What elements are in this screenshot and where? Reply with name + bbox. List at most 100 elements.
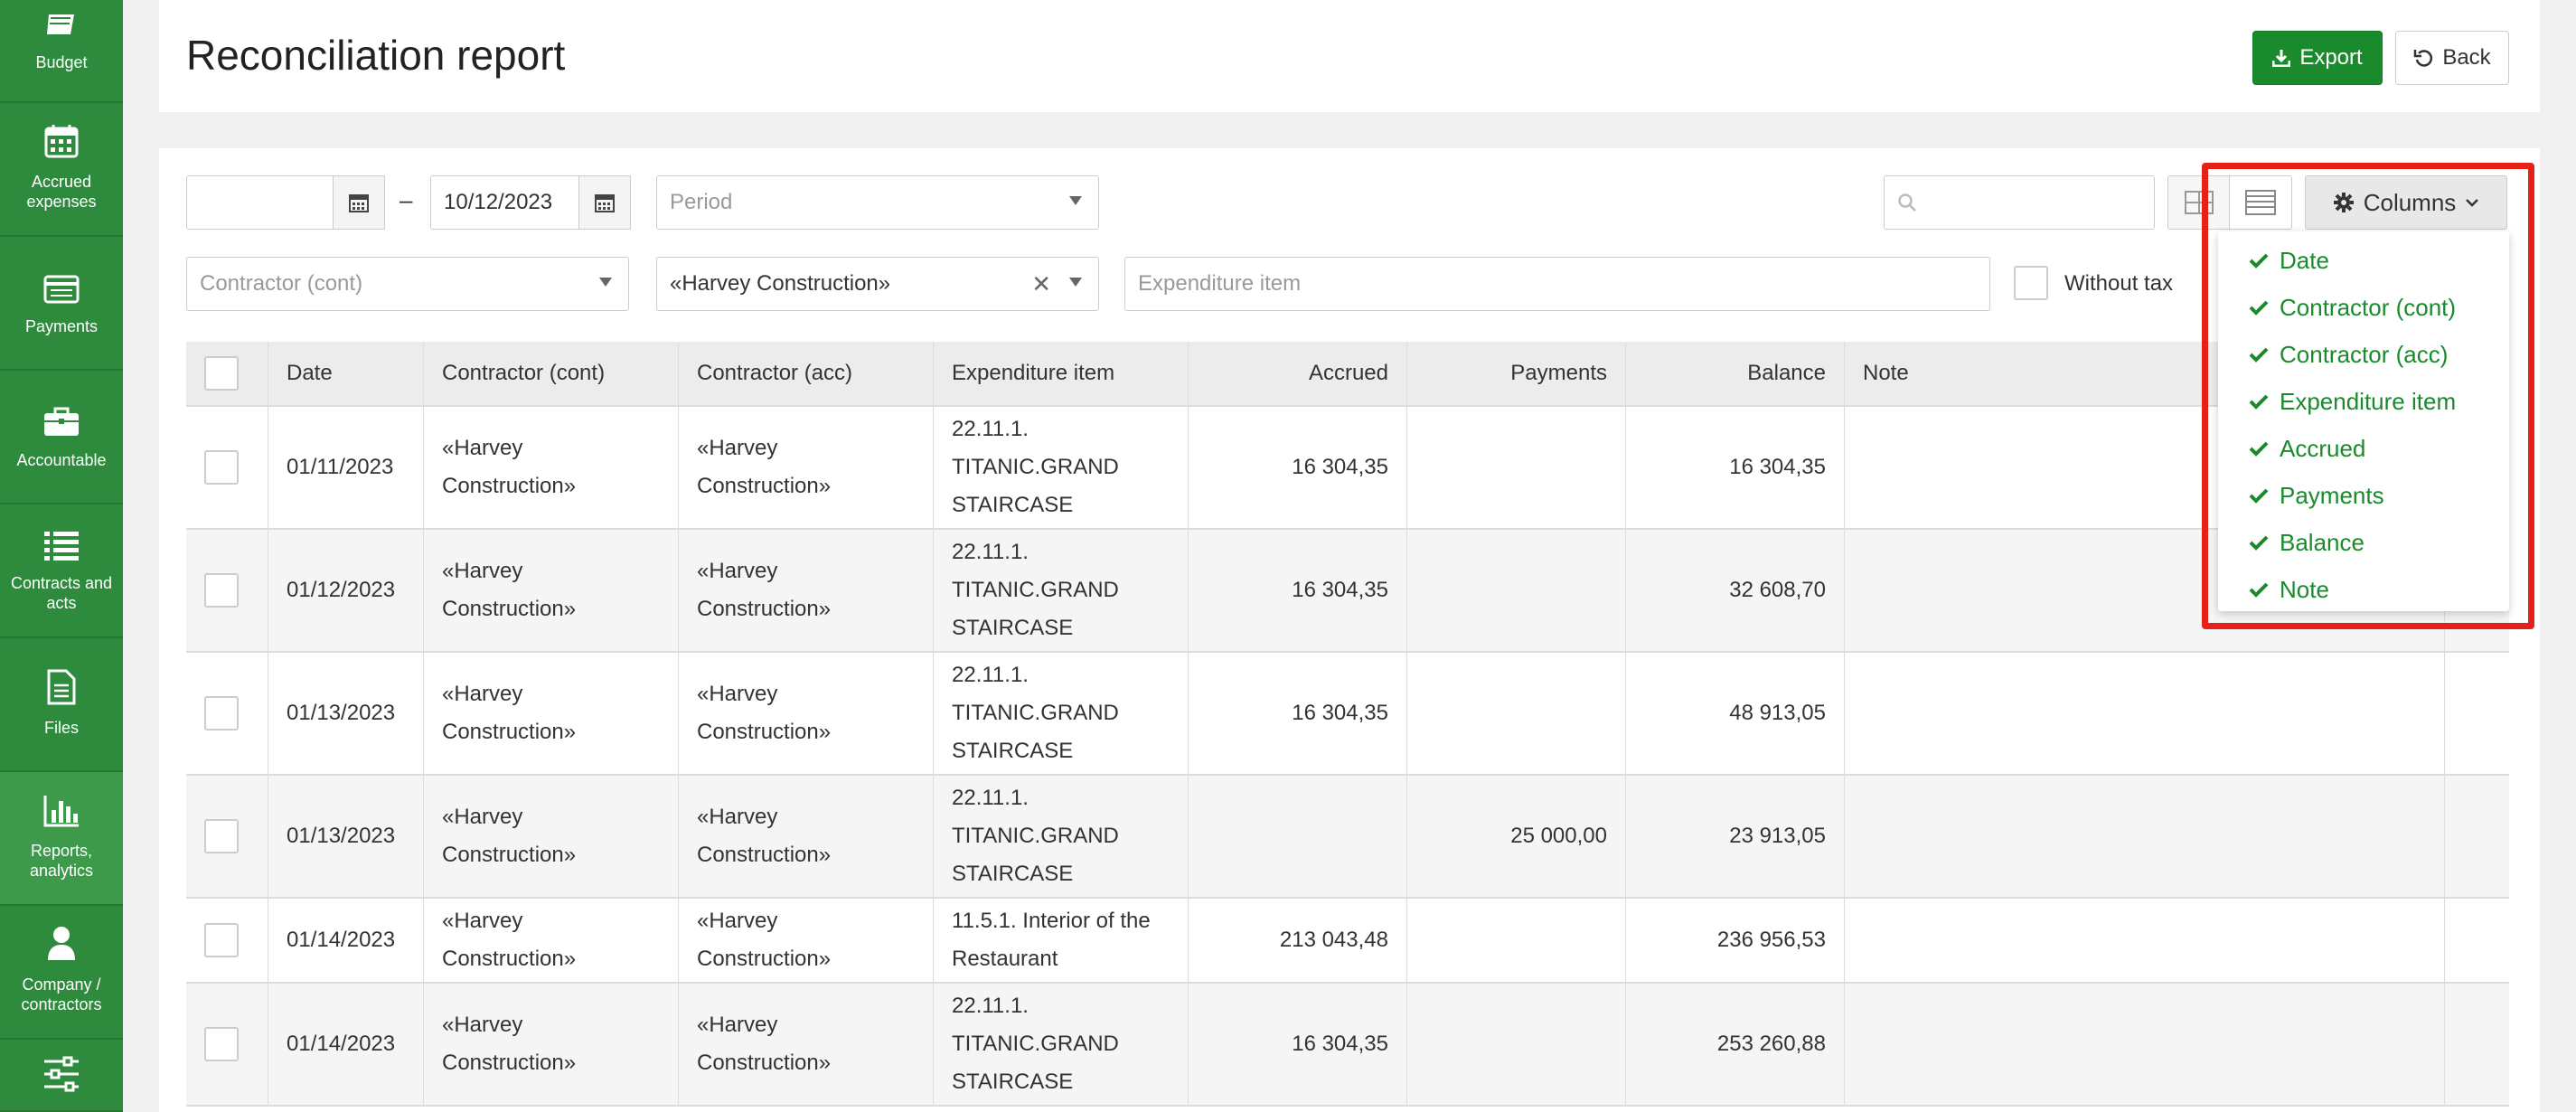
export-button[interactable]: Export (2252, 31, 2383, 85)
table-row[interactable]: 01/13/2023 «Harvey Construction» «Harvey C… (186, 653, 2509, 776)
table-cell: 16 304,35 (1188, 530, 1406, 651)
table-cell: 01/14/2023 (268, 984, 423, 1105)
date-to-field[interactable]: 10/12/2023 (430, 175, 631, 230)
table-row[interactable]: 01/11/2023 «Harvey Construction» «Harvey C… (186, 407, 2509, 530)
table-cell: 01/11/2023 (268, 407, 423, 528)
sidebar-item-accountable[interactable]: Accountable (0, 371, 123, 504)
column-header[interactable]: Date (268, 342, 423, 405)
cell-value: «Harvey Construction» (697, 1013, 832, 1075)
date-from-calendar-button[interactable] (333, 175, 385, 230)
header: Reconciliation report Export Back (159, 0, 2540, 112)
sidebar-item-payments[interactable]: Payments (0, 237, 123, 371)
sidebar-item-company[interactable]: Company / contractors (0, 906, 123, 1040)
table-cell: 48 913,05 (1625, 653, 1844, 774)
row-checkbox[interactable] (204, 573, 239, 608)
without-tax-checkbox[interactable] (2014, 266, 2048, 300)
table-cell: 25 000,00 (1406, 776, 1625, 897)
column-header[interactable]: Balance (1625, 342, 1844, 405)
table-cell: 16 304,35 (1188, 407, 1406, 528)
column-header[interactable]: Accrued (1188, 342, 1406, 405)
table-cell (1188, 776, 1406, 897)
sidebar-item-reports[interactable]: Reports, analytics (0, 772, 123, 906)
column-header[interactable]: Payments (1406, 342, 1625, 405)
columns-menu-item-label: Note (2280, 575, 2329, 603)
table-row[interactable]: 01/12/2023 «Harvey Construction» «Harvey C… (186, 530, 2509, 653)
table-cell: 01/12/2023 (268, 530, 423, 651)
row-checkbox[interactable] (204, 923, 239, 957)
table-cell: 16 304,35 (1188, 984, 1406, 1105)
columns-dropdown: Date Contractor (cont) Contractor (acc) Exp… (2218, 231, 2509, 611)
cell-value: 16 304,35 (1729, 455, 1826, 479)
expenditure-item-line: 22.11.1. (952, 663, 1029, 687)
table-cell (2444, 899, 2509, 982)
table-cell (186, 984, 268, 1105)
table-cell (186, 899, 268, 982)
clear-icon[interactable]: ✕ (1031, 270, 1051, 297)
columns-menu-item-label: Date (2280, 246, 2329, 274)
table-cell: «Harvey Construction» (678, 899, 933, 982)
expenditure-item-text: 11.5.1. Interior of the Restaurant (952, 902, 1151, 978)
table-cell: «Harvey Construction» (678, 776, 933, 897)
chevron-down-icon (599, 278, 612, 287)
expenditure-item-line: STAIRCASE (952, 862, 1074, 886)
table-cell (1406, 407, 1625, 528)
row-checkbox[interactable] (204, 1027, 239, 1061)
columns-menu-item[interactable]: Contractor (acc) (2218, 331, 2509, 378)
columns-menu-item[interactable]: Note (2218, 566, 2509, 613)
search-input[interactable] (1884, 175, 2155, 230)
columns-menu-item[interactable]: Balance (2218, 519, 2509, 566)
page-title: Reconciliation report (186, 32, 566, 79)
calendar-icon (44, 125, 79, 158)
date-from-field[interactable] (186, 175, 385, 230)
chevron-down-icon (2466, 199, 2479, 207)
date-to-calendar-button[interactable] (578, 175, 631, 230)
table-view-button[interactable] (2229, 175, 2292, 230)
check-icon (2249, 488, 2269, 504)
expenditure-item-line: STAIRCASE (952, 1070, 1074, 1094)
columns-button[interactable]: Columns (2305, 175, 2507, 230)
column-header-label: Note (1863, 361, 1909, 385)
back-button[interactable]: Back (2395, 31, 2509, 85)
table-cell: «Harvey Construction» (423, 899, 678, 982)
table-row[interactable]: 01/13/2023 «Harvey Construction» «Harvey C… (186, 776, 2509, 899)
row-checkbox[interactable] (204, 696, 239, 730)
split-view-button[interactable] (2167, 175, 2231, 230)
column-header[interactable]: Contractor (acc) (678, 342, 933, 405)
table-cell (1844, 776, 2444, 897)
row-checkbox[interactable] (204, 450, 239, 485)
row-checkbox[interactable] (204, 819, 239, 853)
columns-menu-item[interactable]: Accrued (2218, 425, 2509, 472)
cell-value: 01/11/2023 (287, 455, 394, 479)
select-all-checkbox[interactable] (204, 356, 239, 391)
expenditure-item-line: STAIRCASE (952, 493, 1074, 517)
columns-menu-item[interactable]: Contractor (cont) (2218, 284, 2509, 331)
columns-menu-item[interactable]: Payments (2218, 472, 2509, 519)
sidebar-item-settings[interactable] (0, 1040, 123, 1112)
column-header[interactable]: Expenditure item (933, 342, 1188, 405)
table-cell: «Harvey Construction» (423, 984, 678, 1105)
column-header[interactable]: Contractor (cont) (423, 342, 678, 405)
contractor-acc-select[interactable]: «Harvey Construction» ✕ (656, 257, 1099, 311)
column-header[interactable] (186, 342, 268, 405)
columns-menu-item[interactable]: Date (2218, 237, 2509, 284)
sidebar-item-accrued-expenses[interactable]: Accrued expenses (0, 103, 123, 237)
contractor-cont-select[interactable]: Contractor (cont) (186, 257, 629, 311)
cell-value: 16 304,35 (1292, 1032, 1388, 1056)
expenditure-item-line: TITANIC.GRAND (952, 1032, 1119, 1056)
column-header[interactable]: Note (1844, 342, 2444, 405)
table-cell (186, 530, 268, 651)
expenditure-item-input[interactable]: Expenditure item (1124, 257, 1990, 311)
period-select[interactable]: Period (656, 175, 1099, 230)
sidebar-item-contracts[interactable]: Contracts and acts (0, 504, 123, 638)
sidebar-item-label: Contracts and acts (10, 574, 113, 612)
table-row[interactable]: 01/14/2023 «Harvey Construction» «Harvey C… (186, 899, 2509, 984)
columns-menu-item-label: Accrued (2280, 434, 2366, 462)
file-icon (47, 669, 76, 705)
table-row[interactable]: 01/14/2023 «Harvey Construction» «Harvey C… (186, 984, 2509, 1107)
sidebar-item-files[interactable]: Files (0, 638, 123, 772)
columns-menu-item[interactable]: Expenditure item (2218, 378, 2509, 425)
columns-menu-item-label: Contractor (acc) (2280, 340, 2449, 368)
sidebar-item-budget[interactable]: Budget (0, 0, 123, 103)
table-cell: 32 608,70 (1625, 530, 1844, 651)
table-cell (186, 776, 268, 897)
